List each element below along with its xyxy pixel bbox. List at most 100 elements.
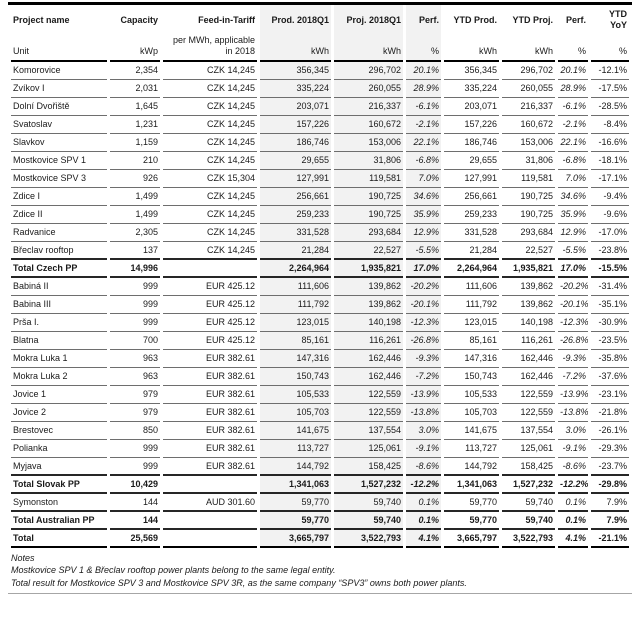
unit-cell-capacity: kWp (110, 35, 160, 62)
cell-ytd-proj: 3,522,793 (502, 530, 555, 548)
cell-perf-q1: 35.9% (406, 205, 441, 224)
cell-ytd-proj: 139,862 (502, 278, 555, 296)
notes-section: Notes Mostkovice SPV 1 & Břeclav rooftop… (8, 549, 632, 595)
cell-feed-in-tariff: CZK 14,245 (163, 188, 257, 206)
cell-feed-in-tariff (163, 260, 257, 278)
cell-ytd-proj: 162,446 (502, 368, 555, 386)
cell-prod-2018q1: 331,528 (260, 223, 331, 242)
cell-ytd-prod: 356,345 (444, 62, 499, 80)
cell-ytd-yoy: -21.1% (591, 530, 629, 548)
cell-ytd-proj: 1,527,232 (502, 476, 555, 494)
cell-perf-q1: -12.3% (406, 313, 441, 332)
cell-feed-in-tariff: EUR 382.61 (163, 350, 257, 368)
cell-perf-q1: 0.1% (406, 493, 441, 512)
cell-ytd-proj: 116,261 (502, 332, 555, 350)
cell-feed-in-tariff: EUR 382.61 (163, 422, 257, 440)
unit-cell-ytd-prod: kWh (444, 35, 499, 62)
cell-prod-2018q1: 335,224 (260, 79, 331, 98)
cell-ytd-perf: 20.1% (558, 62, 588, 80)
cell-ytd-perf: -6.8% (558, 152, 588, 170)
cell-proj-2018q1: 22,527 (334, 241, 403, 260)
cell-prod-2018q1: 186,746 (260, 133, 331, 152)
report-page: Project name Capacity Feed-in-Tariff Prod. … (8, 2, 632, 595)
cell-ytd-proj: 296,702 (502, 62, 555, 80)
cell-prod-2018q1: 59,770 (260, 511, 331, 530)
cell-perf-q1: 12.9% (406, 223, 441, 242)
production-report-table: Project name Capacity Feed-in-Tariff Prod. … (8, 2, 632, 548)
cell-prod-2018q1: 147,316 (260, 349, 331, 368)
cell-ytd-proj: 137,554 (502, 422, 555, 440)
cell-ytd-yoy: -37.6% (591, 368, 629, 386)
cell-ytd-proj: 1,935,821 (502, 260, 555, 278)
cell-ytd-perf: -9.3% (558, 350, 588, 368)
cell-prod-2018q1: 127,991 (260, 169, 331, 188)
cell-ytd-prod: 141,675 (444, 422, 499, 440)
total-row: Total Slovak PP 10,429 1,341,063 1,527,232-… (11, 475, 629, 494)
table-row: Jovice 1 979 EUR 382.61 105,533 122,559 -13.9… (11, 385, 629, 404)
cell-capacity: 1,645 (110, 98, 160, 116)
total-row: Total Australian PP 144 59,770 59,740 0.1% 59… (11, 511, 629, 530)
cell-capacity: 1,159 (110, 134, 160, 152)
cell-ytd-prod: 85,161 (444, 332, 499, 350)
cell-project-name: Mostkovice SPV 1 (11, 152, 107, 170)
cell-ytd-perf: 0.1% (558, 494, 588, 512)
cell-ytd-prod: 113,727 (444, 440, 499, 458)
table-row: Břeclav rooftop 137 CZK 14,245 21,284 22,527… (11, 241, 629, 260)
cell-perf-q1: -2.1% (406, 115, 441, 134)
cell-project-name: Total Czech PP (11, 260, 107, 278)
cell-ytd-yoy: -9.4% (591, 188, 629, 206)
cell-ytd-yoy: -17.1% (591, 170, 629, 188)
cell-ytd-perf: 12.9% (558, 224, 588, 242)
cell-proj-2018q1: 137,554 (334, 421, 403, 440)
cell-proj-2018q1: 119,581 (334, 169, 403, 188)
cell-ytd-prod: 59,770 (444, 494, 499, 512)
cell-perf-q1: -9.3% (406, 349, 441, 368)
cell-ytd-prod: 1,341,063 (444, 476, 499, 494)
cell-perf-q1: -13.8% (406, 403, 441, 422)
column-header-project-name: Project name (13, 14, 70, 25)
cell-ytd-prod: 127,991 (444, 170, 499, 188)
cell-feed-in-tariff: CZK 14,245 (163, 206, 257, 224)
cell-perf-q1: -20.1% (406, 295, 441, 314)
table-row: Mostkovice SPV 1 210 CZK 14,245 29,655 31,80… (11, 151, 629, 170)
unit-row: Unit kWp per MWh, applicable in 2018 kWh kWh… (11, 35, 629, 62)
cell-ytd-yoy: -26.1% (591, 422, 629, 440)
column-header-feed-in-tariff: Feed-in-Tariff (198, 14, 255, 25)
column-header-capacity: Capacity (120, 14, 158, 25)
cell-prod-2018q1: 2,264,964 (260, 259, 331, 278)
cell-perf-q1: 4.1% (406, 529, 441, 548)
cell-capacity: 963 (110, 368, 160, 386)
unit-cell-project-name: Unit (11, 35, 107, 62)
cell-ytd-proj: 160,672 (502, 116, 555, 134)
cell-ytd-prod: 147,316 (444, 350, 499, 368)
table-row: Symonston 144 AUD 301.60 59,770 59,740 0.1% 59… (11, 493, 629, 512)
cell-ytd-yoy: -29.3% (591, 440, 629, 458)
cell-ytd-perf: 0.1% (558, 512, 588, 530)
cell-prod-2018q1: 59,770 (260, 493, 331, 512)
cell-ytd-proj: 139,862 (502, 296, 555, 314)
cell-capacity: 999 (110, 296, 160, 314)
cell-feed-in-tariff: EUR 382.61 (163, 458, 257, 476)
cell-ytd-yoy: -30.9% (591, 314, 629, 332)
cell-ytd-prod: 111,606 (444, 278, 499, 296)
total-row: Total 25,569 3,665,797 3,522,793 4.1% 3,665,7… (11, 529, 629, 548)
cell-project-name: Břeclav rooftop (11, 242, 107, 260)
cell-ytd-prod: 186,746 (444, 134, 499, 152)
column-header-ytd-proj: YTD Proj. (512, 14, 553, 25)
cell-ytd-yoy: 7.9% (591, 494, 629, 512)
cell-project-name: Svatoslav (11, 116, 107, 134)
cell-ytd-perf: 28.9% (558, 80, 588, 98)
cell-ytd-yoy: -18.1% (591, 152, 629, 170)
cell-capacity: 1,499 (110, 206, 160, 224)
cell-project-name: Jovice 1 (11, 386, 107, 404)
cell-prod-2018q1: 356,345 (260, 61, 331, 80)
cell-feed-in-tariff: EUR 382.61 (163, 404, 257, 422)
cell-project-name: Zdice II (11, 206, 107, 224)
cell-proj-2018q1: 158,425 (334, 457, 403, 476)
cell-proj-2018q1: 122,559 (334, 385, 403, 404)
cell-capacity: 2,031 (110, 80, 160, 98)
cell-perf-q1: -12.2% (406, 475, 441, 494)
cell-capacity: 979 (110, 386, 160, 404)
cell-capacity: 999 (110, 440, 160, 458)
cell-proj-2018q1: 122,559 (334, 403, 403, 422)
